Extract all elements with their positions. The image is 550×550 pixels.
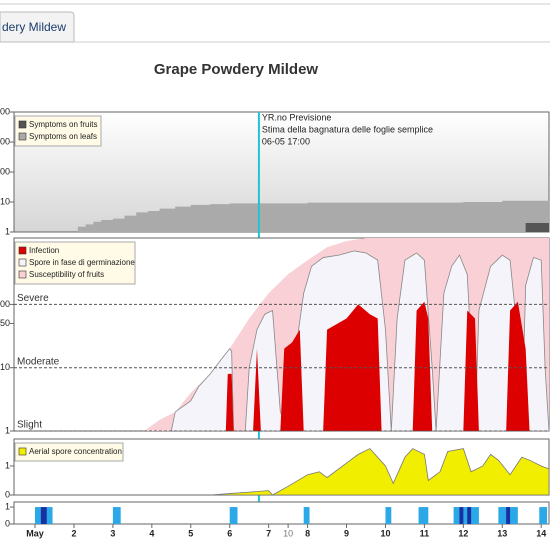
plot	[35, 507, 548, 524]
chart-title: Grape Powdery Mildew	[154, 61, 319, 78]
area	[77, 200, 549, 232]
wetness-bar	[506, 507, 511, 524]
y-tick-label: 1	[5, 425, 10, 435]
x-tick-label: 5	[188, 528, 193, 538]
x-tick-label: 13	[497, 528, 507, 538]
legend-swatch	[18, 246, 27, 255]
marker-label: Stima della bagnatura delle foglie sempl…	[262, 124, 433, 134]
x-tick-label: 6	[227, 528, 232, 538]
x-tick-label: 3	[110, 528, 115, 538]
marker-label: 06-05 17:00	[262, 136, 310, 146]
wetness-bar	[40, 507, 47, 524]
y-tick-label: 0	[5, 518, 10, 528]
threshold-label: Severe	[17, 293, 49, 304]
y-tick-label: 1	[5, 226, 10, 236]
area	[225, 301, 530, 431]
plot	[210, 448, 549, 495]
wetness-bar	[112, 507, 121, 524]
y-tick-label: 10	[0, 196, 10, 206]
legend-box	[14, 442, 124, 462]
legend-label: Spore in fase di germinazione	[29, 258, 135, 267]
legend-label: Infection	[29, 246, 59, 255]
wetness-bar	[303, 507, 310, 524]
y-tick-label: 50	[0, 318, 10, 328]
area	[525, 222, 549, 232]
x-tick-label: 12	[458, 528, 468, 538]
plot	[144, 238, 549, 431]
legend-swatch	[18, 447, 27, 456]
x-tick-label: 10	[380, 528, 390, 538]
area	[210, 448, 549, 495]
y-tick-label: 100	[0, 299, 10, 309]
wetness-bar	[385, 507, 392, 524]
x-tick-label: 8	[305, 528, 310, 538]
legend-label: Susceptibility of fruits	[29, 270, 104, 279]
legend-box	[14, 115, 102, 147]
x-tick-label: 9	[344, 528, 349, 538]
y-tick-label: 1	[5, 460, 10, 470]
wetness-bar	[459, 507, 464, 524]
tab-label[interactable]: dery Mildew	[2, 20, 66, 34]
tab[interactable]	[0, 11, 75, 43]
wetness-bar	[418, 507, 429, 524]
x-tick-label: 4	[149, 528, 154, 538]
legend-swatch	[18, 270, 27, 279]
y-tick-label: 100	[0, 166, 10, 176]
plot	[77, 200, 549, 232]
x-tick-label: May	[26, 528, 44, 538]
legend-box	[14, 241, 136, 285]
wetness-bar	[539, 507, 548, 524]
y-tick-label: 10	[0, 362, 10, 372]
x-tick-label: 11	[420, 528, 430, 538]
x-tick-label: 2	[71, 528, 76, 538]
panel	[13, 501, 550, 525]
legend-label: Symptoms on leafs	[29, 132, 97, 141]
x-tick-label: 7	[266, 528, 271, 538]
legend-swatch	[18, 120, 27, 129]
x-tick-label: 10	[283, 528, 293, 538]
legend-label: Aerial spore concentration	[29, 447, 122, 456]
wetness-bar	[229, 507, 238, 524]
wetness-bar	[453, 507, 479, 524]
threshold-label: Slight	[17, 420, 42, 431]
marker-label: YR.no Previsione	[262, 112, 332, 122]
y-tick-label: 0	[5, 489, 10, 499]
legend-label: Symptoms on fruits	[29, 120, 97, 129]
legend-swatch	[18, 258, 27, 267]
legend-swatch	[18, 132, 27, 141]
x-tick-label: 14	[536, 528, 546, 538]
threshold-label: Moderate	[17, 356, 60, 367]
y-tick-label: 1	[5, 501, 10, 511]
wetness-bar	[467, 507, 472, 524]
